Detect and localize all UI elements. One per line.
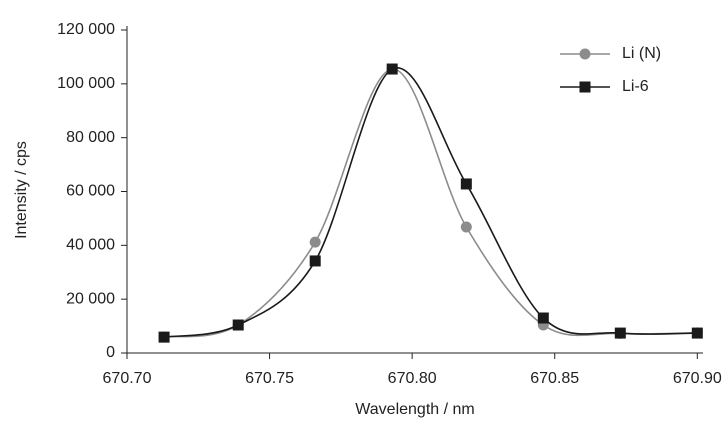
legend-label: Li-6 [622, 78, 649, 95]
marker [386, 63, 398, 75]
x-axis-label: Wavelength / nm [355, 401, 474, 418]
legend-marker [579, 48, 591, 60]
x-tick-label: 670.85 [530, 370, 579, 387]
y-tick-label: 20 000 [66, 290, 115, 307]
series-line [163, 68, 698, 338]
marker [460, 178, 472, 190]
marker [309, 255, 321, 267]
marker [614, 327, 626, 339]
y-tick-label: 40 000 [66, 237, 115, 254]
y-tick-label: 120 000 [57, 21, 115, 38]
x-tick-label: 670.90 [673, 370, 722, 387]
marker [691, 327, 703, 339]
marker [158, 331, 170, 343]
marker [460, 221, 472, 233]
series-line [163, 66, 698, 338]
x-tick-label: 670.80 [388, 370, 437, 387]
x-tick-label: 670.75 [245, 370, 294, 387]
legend-label: Li (N) [622, 45, 661, 62]
y-axis-label: Intensity / cps [13, 141, 30, 239]
marker [537, 312, 549, 324]
legend-marker [579, 81, 591, 93]
y-tick-label: 60 000 [66, 183, 115, 200]
x-tick-label: 670.70 [103, 370, 152, 387]
y-tick-label: 100 000 [57, 75, 115, 92]
marker [232, 319, 244, 331]
y-tick-label: 80 000 [66, 129, 115, 146]
y-tick-label: 0 [106, 344, 115, 361]
marker [309, 236, 321, 248]
